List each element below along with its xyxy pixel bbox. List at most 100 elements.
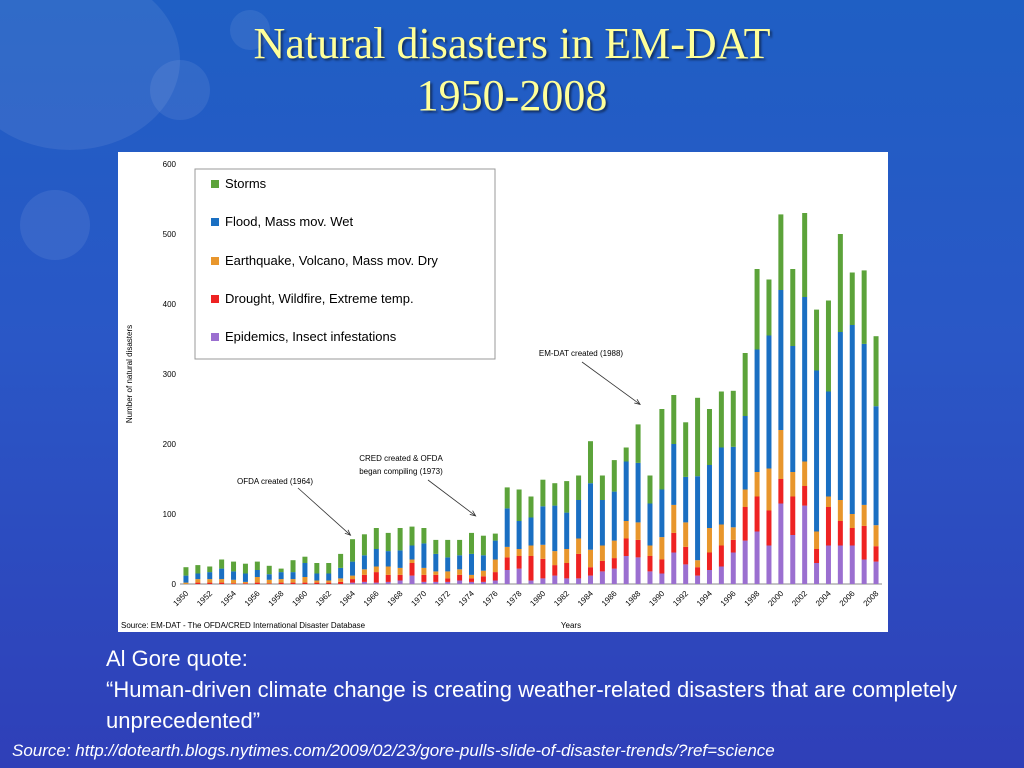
slide-title: Natural disasters in EM-DAT 1950-2008 — [0, 18, 1024, 122]
bar-segment — [266, 565, 272, 575]
bar-segment — [695, 575, 701, 584]
bar-segment — [623, 461, 629, 521]
y-tick-label: 200 — [163, 440, 177, 449]
bar-segment — [457, 539, 463, 556]
bar-segment — [338, 553, 344, 568]
bar-segment — [480, 576, 486, 582]
bar-segment — [290, 572, 296, 580]
bar-segment — [242, 563, 248, 574]
bar-segment — [183, 575, 189, 583]
x-tick-label: 1966 — [362, 589, 381, 608]
bar-segment — [326, 563, 332, 574]
bar-segment — [790, 496, 796, 535]
bar-segment — [409, 545, 415, 560]
bar-segment — [445, 578, 451, 582]
bar-segment — [195, 582, 201, 584]
x-tick-label: 1972 — [433, 589, 452, 608]
bar-segment — [599, 571, 605, 584]
bar-segment — [635, 522, 641, 540]
bar-segment — [231, 571, 237, 580]
bar-segment — [790, 472, 796, 497]
bar-segment — [552, 483, 558, 506]
bar-segment — [683, 546, 689, 565]
bar-segment — [350, 579, 356, 583]
bar-segment — [445, 539, 451, 558]
annotation-emdat: EM-DAT created (1988) — [539, 349, 624, 358]
annotation-arrowhead — [469, 510, 477, 517]
bar-segment — [290, 579, 296, 583]
y-tick-label: 500 — [163, 230, 177, 239]
legend-label: Drought, Wildfire, Extreme temp. — [225, 291, 414, 306]
bar-segment — [718, 447, 724, 525]
bar-segment — [433, 581, 439, 584]
bar-segment — [469, 553, 475, 575]
bar-segment — [385, 532, 391, 552]
bar-segment — [861, 504, 867, 526]
y-tick-label: 300 — [163, 370, 177, 379]
legend-label: Storms — [225, 176, 267, 191]
bar-segment — [825, 391, 831, 497]
bar-segment — [861, 525, 867, 560]
y-tick-label: 100 — [163, 510, 177, 519]
bar-segment — [873, 336, 879, 407]
annotation-arrowhead — [634, 399, 641, 406]
bar-segment — [587, 575, 593, 584]
bar-segment — [373, 566, 379, 573]
bar-segment — [278, 582, 284, 584]
bar-segment — [397, 574, 403, 581]
bar-segment — [825, 496, 831, 507]
bar-segment — [207, 582, 213, 584]
bar-segment — [421, 574, 427, 582]
x-tick-label: 1954 — [219, 589, 238, 608]
bar-segment — [504, 546, 510, 558]
bar-segment — [766, 335, 772, 469]
bar-segment — [671, 395, 677, 444]
bar-segment — [528, 556, 534, 581]
bar-segment — [790, 269, 796, 346]
x-tick-label: 1994 — [695, 589, 714, 608]
bar-segment — [802, 505, 808, 584]
x-tick-label: 1952 — [195, 589, 214, 608]
x-tick-label: 1980 — [528, 589, 547, 608]
bar-segment — [290, 560, 296, 573]
bar-segment — [350, 561, 356, 576]
bar-segment — [516, 568, 522, 584]
bar-segment — [457, 580, 463, 584]
bar-segment — [409, 563, 415, 576]
bar-segment — [516, 549, 522, 556]
bar-segment — [361, 574, 367, 582]
bar-segment — [849, 528, 855, 546]
bar-segment — [516, 556, 522, 569]
bar-segment — [742, 353, 748, 416]
bar-segment — [706, 552, 712, 570]
bar-segment — [207, 579, 213, 583]
bar-segment — [837, 545, 843, 584]
bar-segment — [254, 582, 260, 584]
x-tick-label: 1978 — [505, 589, 524, 608]
bar-segment — [873, 546, 879, 562]
bar-segment — [254, 570, 260, 577]
bar-segment — [742, 416, 748, 490]
bar-segment — [587, 549, 593, 568]
bar-segment — [338, 567, 344, 579]
bar-segment — [397, 550, 403, 568]
background-splash — [150, 60, 210, 120]
bar-segment — [611, 568, 617, 584]
bar-segment — [361, 555, 367, 570]
bar-segment — [825, 545, 831, 584]
x-tick-label: 1998 — [743, 589, 762, 608]
bar-segment — [242, 583, 248, 584]
bar-segment — [659, 489, 665, 538]
bar-segment — [231, 583, 237, 584]
bar-segment — [802, 461, 808, 486]
x-tick-label: 2002 — [790, 589, 809, 608]
bar-segment — [421, 581, 427, 584]
background-splash — [230, 10, 270, 50]
bar-segment — [469, 574, 475, 579]
chart-panel: 0 100 200 300 400 500 600 Number of natural dis… — [118, 152, 888, 632]
bar-segment — [587, 567, 593, 576]
quote-text: “Human-driven climate change is creating… — [106, 677, 958, 733]
bar-segment — [326, 580, 332, 583]
bar-segment — [730, 527, 736, 540]
bar-segment — [445, 581, 451, 584]
